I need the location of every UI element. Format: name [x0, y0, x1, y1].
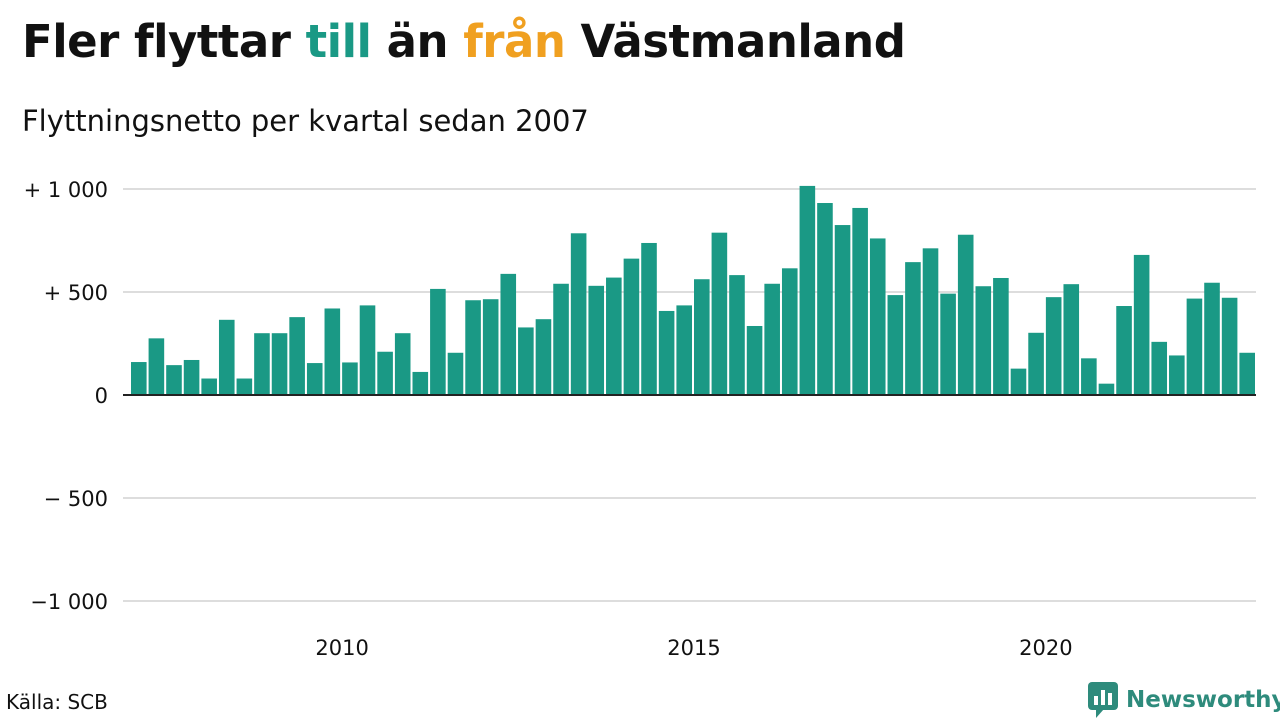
- chart-title: Fler flyttar till än från Västmanland: [22, 14, 906, 70]
- title-highlight-till: till: [305, 15, 372, 68]
- bar: [641, 242, 657, 395]
- bar: [377, 351, 393, 395]
- bar: [254, 333, 270, 395]
- bar: [394, 333, 411, 395]
- bar: [694, 279, 710, 395]
- bar: [535, 319, 552, 395]
- bar: [1063, 284, 1080, 395]
- bar: [518, 327, 534, 395]
- bar: [658, 310, 675, 395]
- y-tick-label: + 500: [44, 281, 108, 305]
- bar: [588, 285, 605, 395]
- bar: [887, 295, 904, 395]
- bar: [500, 273, 517, 395]
- title-highlight-fran: från: [463, 15, 566, 68]
- y-tick-label: + 1 000: [24, 178, 108, 202]
- bar: [1081, 358, 1097, 395]
- newsworthy-logo-icon: [1088, 682, 1118, 718]
- bar: [993, 277, 1009, 395]
- bar: [289, 317, 305, 395]
- source-note: Källa: SCB: [6, 690, 108, 714]
- title-part-2: än: [371, 15, 464, 68]
- bar: [218, 319, 235, 395]
- bar: [1239, 352, 1255, 395]
- title-part-3: Västmanland: [565, 15, 906, 68]
- bar: [940, 293, 956, 395]
- x-tick-label: 2020: [1019, 636, 1072, 660]
- bar: [465, 300, 481, 395]
- bar: [922, 248, 939, 395]
- bar: [236, 378, 253, 395]
- bar: [447, 352, 464, 395]
- bar: [623, 258, 640, 395]
- brand-name: Newsworthy: [1126, 687, 1280, 713]
- bar: [834, 225, 851, 395]
- bar: [570, 233, 587, 395]
- bar: [359, 305, 376, 395]
- bar: [1204, 282, 1220, 395]
- bar: [1028, 332, 1044, 395]
- bar: [324, 308, 341, 395]
- bar: [148, 338, 165, 395]
- y-axis-labels: + 1 000 + 500 0 − 500 −1 000: [24, 178, 108, 614]
- bar: [412, 371, 429, 395]
- x-tick-label: 2015: [667, 636, 720, 660]
- bar: [166, 365, 182, 395]
- bar: [342, 362, 358, 395]
- bar: [711, 232, 728, 395]
- brand-logo: Newsworthy: [1088, 682, 1280, 718]
- bar: [1169, 355, 1185, 395]
- bar: [975, 286, 992, 395]
- bar: [1045, 297, 1062, 395]
- bar: [482, 299, 499, 395]
- y-tick-label: − 500: [44, 487, 108, 511]
- y-tick-label: −1 000: [30, 590, 108, 614]
- bar-layer: [131, 185, 1255, 395]
- title-part-1: Fler flyttar: [22, 15, 306, 68]
- bar: [1151, 341, 1168, 395]
- chart-subtitle: Flyttningsnetto per kvartal sedan 2007: [22, 104, 589, 138]
- bar: [1098, 383, 1115, 395]
- x-tick-label: 2010: [315, 636, 368, 660]
- bar: [781, 268, 798, 395]
- bar: [817, 203, 833, 395]
- y-tick-label: 0: [95, 384, 108, 408]
- bar: [1186, 298, 1203, 395]
- bar: [1133, 254, 1150, 395]
- bar: [553, 283, 569, 395]
- bar: [746, 325, 763, 395]
- bar: [430, 288, 446, 395]
- bar: [869, 238, 886, 395]
- bar: [271, 333, 288, 395]
- bar: [764, 283, 780, 395]
- bar: [1221, 297, 1238, 395]
- bar: [201, 378, 217, 395]
- bar: [905, 262, 921, 395]
- bar: [1010, 368, 1027, 395]
- bar: [957, 234, 974, 395]
- bar: [131, 362, 147, 395]
- bar: [729, 275, 745, 395]
- bar: [183, 359, 200, 395]
- bar: [852, 207, 868, 395]
- bar: [306, 363, 323, 395]
- bar: [676, 305, 692, 395]
- grid-layer: [123, 188, 1256, 602]
- bar-chart: + 1 000 + 500 0 − 500 −1 000 2010 2015 2020: [24, 178, 1256, 660]
- bar: [1116, 306, 1132, 395]
- x-axis-labels: 2010 2015 2020: [315, 636, 1072, 660]
- bar: [606, 277, 622, 395]
- bar: [799, 185, 816, 395]
